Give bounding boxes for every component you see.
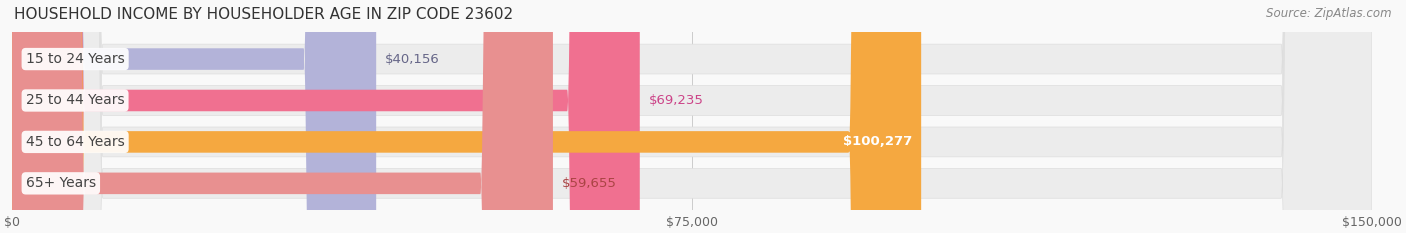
Text: 15 to 24 Years: 15 to 24 Years (25, 52, 125, 66)
FancyBboxPatch shape (13, 0, 640, 233)
Text: 25 to 44 Years: 25 to 44 Years (25, 93, 124, 107)
Text: $59,655: $59,655 (562, 177, 617, 190)
FancyBboxPatch shape (13, 0, 1372, 233)
Text: Source: ZipAtlas.com: Source: ZipAtlas.com (1267, 7, 1392, 20)
FancyBboxPatch shape (13, 0, 1372, 233)
FancyBboxPatch shape (13, 0, 377, 233)
Text: HOUSEHOLD INCOME BY HOUSEHOLDER AGE IN ZIP CODE 23602: HOUSEHOLD INCOME BY HOUSEHOLDER AGE IN Z… (14, 7, 513, 22)
Text: 45 to 64 Years: 45 to 64 Years (25, 135, 125, 149)
FancyBboxPatch shape (13, 0, 921, 233)
FancyBboxPatch shape (13, 0, 1372, 233)
Text: $69,235: $69,235 (648, 94, 704, 107)
Text: $100,277: $100,277 (842, 135, 912, 148)
FancyBboxPatch shape (13, 0, 1372, 233)
FancyBboxPatch shape (13, 0, 553, 233)
Text: $40,156: $40,156 (385, 53, 440, 65)
Text: 65+ Years: 65+ Years (25, 176, 96, 190)
